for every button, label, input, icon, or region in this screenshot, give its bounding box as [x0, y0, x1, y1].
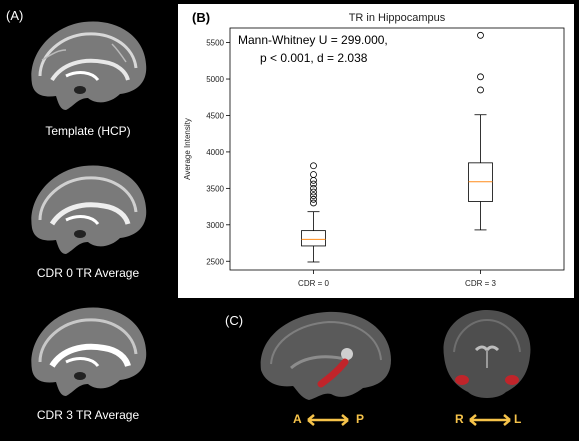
- outlier-point: [310, 192, 317, 200]
- outlier-point: [477, 73, 484, 81]
- outlier-point: [310, 184, 317, 192]
- template-brain-image: [31, 21, 147, 111]
- y-tick-label: 5000: [206, 75, 224, 84]
- y-tick-label: 2500: [206, 257, 224, 266]
- cdr0-caption: CDR 0 TR Average: [36, 266, 140, 280]
- outlier-point: [310, 188, 317, 196]
- x-tick-label: CDR = 3: [465, 279, 496, 288]
- outlier-point: [310, 171, 317, 178]
- anterior-posterior-arrow-icon: [307, 414, 349, 426]
- stats-annotation-line: p < 0.001, d = 2.038: [260, 51, 368, 65]
- boxplot-chart: (B) TR in Hippocampus 2500 3000 3500 4000 4500…: [183, 10, 565, 288]
- right-left-arrow-icon: [469, 414, 511, 426]
- outlier-point: [477, 31, 484, 39]
- left-label: L: [514, 412, 522, 426]
- stats-annotation-line: Mann-Whitney U = 299.000,: [238, 33, 388, 47]
- y-axis-label: Average Intensity: [183, 118, 192, 180]
- y-tick-label: 3000: [206, 221, 224, 230]
- box-iqr: [301, 230, 326, 247]
- cdr3-caption: CDR 3 TR Average: [36, 408, 140, 422]
- anterior-label: A: [293, 412, 302, 426]
- coronal-slice-image: [443, 310, 531, 398]
- cdr3-brain-image: [31, 307, 147, 396]
- outlier-point: [310, 195, 317, 203]
- outlier-point: [477, 86, 484, 94]
- outlier-point: [310, 162, 317, 170]
- boxplot-panel: (B) TR in Hippocampus 2500 3000 3500 4000 4500…: [178, 4, 574, 298]
- cdr0-brain-image: [31, 165, 147, 254]
- panel-a-label: (A): [6, 8, 24, 23]
- panel-b-label: (B): [192, 10, 210, 25]
- outlier-point: [310, 176, 317, 184]
- chart-title: TR in Hippocampus: [349, 12, 446, 24]
- template-caption: Template (HCP): [45, 124, 131, 138]
- x-tick-label: CDR = 0: [298, 279, 329, 288]
- sagittal-slice-image: [260, 311, 391, 400]
- y-tick-label: 4000: [206, 148, 224, 157]
- y-tick-label: 5500: [206, 39, 224, 48]
- y-tick-label: 4500: [206, 111, 224, 120]
- y-tick-label: 3500: [206, 184, 224, 193]
- right-label: R: [455, 412, 464, 426]
- plot-frame: [229, 27, 565, 271]
- posterior-label: P: [356, 412, 365, 426]
- panel-c-label: (C): [225, 313, 244, 328]
- outlier-point: [310, 180, 317, 188]
- outlier-point: [310, 199, 317, 207]
